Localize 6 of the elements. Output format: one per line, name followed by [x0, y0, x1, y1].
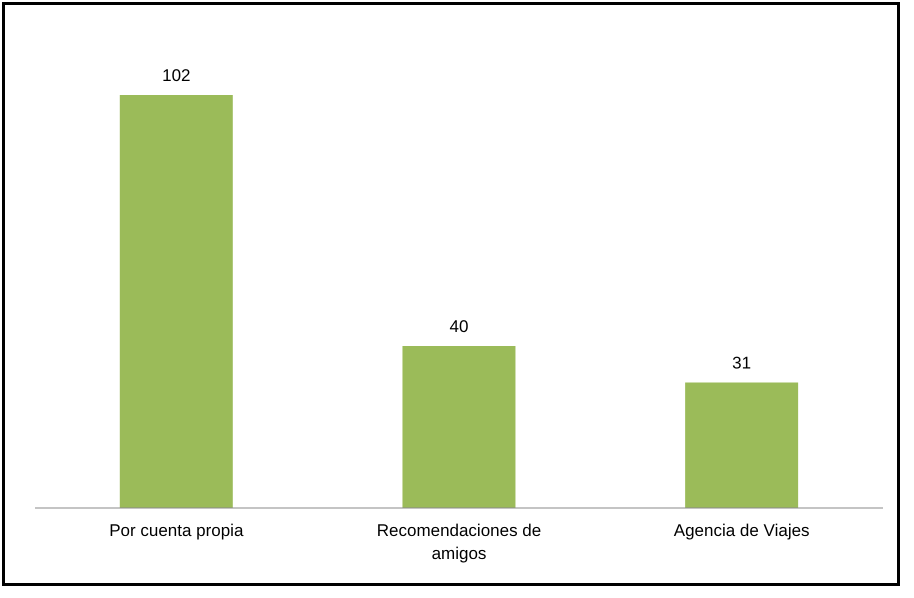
- x-tick-label: Agencia de Viajes: [674, 521, 810, 540]
- x-tick-label: Por cuenta propia: [109, 521, 244, 540]
- data-label: 102: [162, 66, 190, 85]
- data-label: 31: [732, 353, 752, 372]
- x-tick-label: Recomendaciones de amigos: [376, 521, 542, 563]
- data-label: 40: [450, 317, 468, 336]
